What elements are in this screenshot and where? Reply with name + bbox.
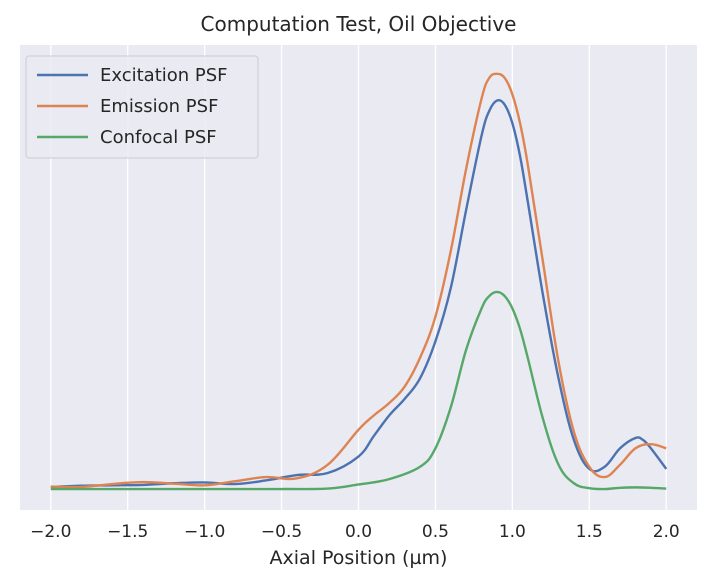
x-tick-label: −0.5 <box>261 522 302 542</box>
x-tick-label: 0.5 <box>422 522 449 542</box>
legend-label: Emission PSF <box>100 96 218 117</box>
x-tick-label: −1.0 <box>184 522 225 542</box>
series-lines <box>50 72 668 491</box>
x-tick-label: 1.5 <box>576 522 603 542</box>
legend-label: Confocal PSF <box>100 127 217 148</box>
chart-title: Computation Test, Oil Objective <box>201 12 517 36</box>
series-line <box>50 72 667 489</box>
legend-frame <box>25 55 259 159</box>
legend: Excitation PSF Emission PSF Confocal PSF <box>25 55 259 159</box>
series-line <box>50 290 667 491</box>
x-axis-label: Axial Position (µm) <box>270 547 448 569</box>
x-axis-ticks: −2.0 −1.5 −1.0 −0.5 0.0 0.5 1.0 1.5 2.0 <box>30 522 680 542</box>
x-tick-label: 1.0 <box>499 522 526 542</box>
x-tick-label: 2.0 <box>653 522 680 542</box>
x-tick-label: −1.5 <box>107 522 148 542</box>
legend-label: Excitation PSF <box>100 65 228 86</box>
x-tick-label: 0.0 <box>345 522 372 542</box>
x-tick-label: −2.0 <box>30 522 71 542</box>
